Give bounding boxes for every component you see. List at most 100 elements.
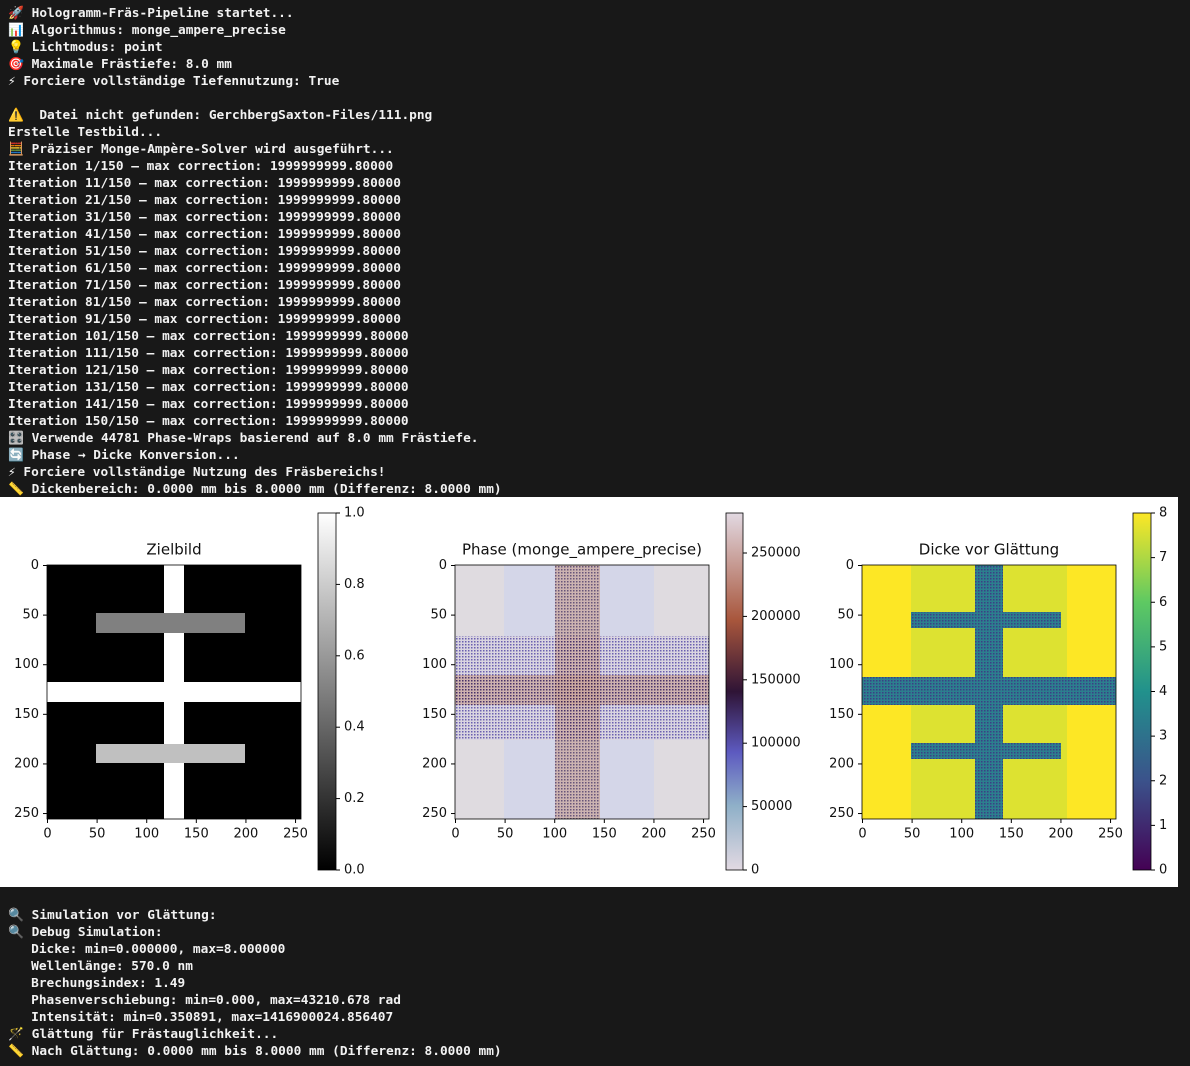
x-tick-label: 250 <box>1098 827 1123 842</box>
log-line: Iteration 131/150 – max correction: 1999… <box>8 380 409 395</box>
log-line: Iteration 101/150 – max correction: 1999… <box>8 329 409 344</box>
colorbar-tick-label: 200000 <box>751 609 801 624</box>
log-line: Iteration 150/150 – max correction: 1999… <box>8 414 409 429</box>
image-thickness <box>862 565 1116 819</box>
y-tick-label: 200 <box>829 756 854 771</box>
panel-title: Zielbild <box>146 541 201 559</box>
log-line: ⚠️ Datei nicht gefunden: GerchbergSaxton… <box>8 108 433 123</box>
y-tick-label: 100 <box>829 657 854 672</box>
log-line: Iteration 31/150 – max correction: 19999… <box>8 210 401 225</box>
colorbar-tick-label: 8 <box>1159 506 1167 521</box>
x-tick-label: 100 <box>542 827 567 842</box>
axes-frame <box>861 564 1117 820</box>
log-line: 🚀 Hologramm-Fräs-Pipeline startet... <box>8 6 294 21</box>
y-tick-label: 150 <box>14 707 39 722</box>
log-line: Iteration 61/150 – max correction: 19999… <box>8 261 401 276</box>
x-tick-label: 50 <box>89 827 106 842</box>
log-line: Iteration 1/150 – max correction: 199999… <box>8 159 394 174</box>
y-tick-label: 0 <box>31 558 39 573</box>
y-tick-label: 50 <box>837 608 854 623</box>
x-tick-label: 150 <box>184 827 209 842</box>
x-tick-label: 100 <box>949 827 974 842</box>
y-tick-label: 100 <box>14 657 39 672</box>
colorbar-tick-label: 2 <box>1159 773 1167 788</box>
log-line: 🧮 Präziser Monge-Ampère-Solver wird ausg… <box>8 142 394 157</box>
log-line: Iteration 81/150 – max correction: 19999… <box>8 295 401 310</box>
log-line: 🎛️ Verwende 44781 Phase-Wraps basierend … <box>8 431 479 446</box>
colorbar-tick-label: 0.4 <box>344 720 365 735</box>
x-tick-label: 150 <box>592 827 617 842</box>
colorbar-tick-label: 0 <box>1159 863 1167 878</box>
y-tick-label: 0 <box>846 558 854 573</box>
log-line: 🔍 Debug Simulation: <box>8 925 163 940</box>
x-tick-label: 200 <box>234 827 259 842</box>
x-tick-label: 0 <box>43 827 51 842</box>
log-line: 💡 Lichtmodus: point <box>8 40 163 55</box>
x-tick-label: 200 <box>642 827 667 842</box>
image-phase <box>455 565 709 819</box>
log-line: 📏 Dickenbereich: 0.0000 mm bis 8.0000 mm… <box>8 482 502 497</box>
x-tick-label: 100 <box>134 827 159 842</box>
log-line: 🔄 Phase → Dicke Konversion... <box>8 448 240 463</box>
y-tick-label: 250 <box>829 806 854 821</box>
x-tick-label: 200 <box>1049 827 1074 842</box>
log-line: Iteration 71/150 – max correction: 19999… <box>8 278 401 293</box>
log-line: Dicke: min=0.000000, max=8.000000 <box>8 942 286 957</box>
log-line: 📏 Nach Glättung: 0.0000 mm bis 8.0000 mm… <box>8 1044 502 1059</box>
y-tick-label: 200 <box>14 756 39 771</box>
log-line: Iteration 121/150 – max correction: 1999… <box>8 363 409 378</box>
y-tick-label: 100 <box>422 657 447 672</box>
x-tick-label: 50 <box>904 827 921 842</box>
colorbar-tick-label: 0.0 <box>344 863 365 878</box>
y-tick-label: 50 <box>430 608 447 623</box>
colorbar-tick-label: 3 <box>1159 729 1167 744</box>
log-line: Iteration 41/150 – max correction: 19999… <box>8 227 401 242</box>
log-line: Wellenlänge: 570.0 nm <box>8 959 193 974</box>
colorbar-tick-label: 100000 <box>751 736 801 751</box>
colorbar-tick-label: 250000 <box>751 546 801 561</box>
y-tick-label: 250 <box>422 806 447 821</box>
colorbar-tick-label: 0.2 <box>344 791 365 806</box>
colorbar-tick-label: 0.6 <box>344 648 365 663</box>
log-line: Iteration 111/150 – max correction: 1999… <box>8 346 409 361</box>
colorbar <box>317 512 337 871</box>
colorbar-tick-label: 50000 <box>751 799 792 814</box>
log-line: Phasenverschiebung: min=0.000, max=43210… <box>8 993 401 1008</box>
panel-title: Phase (monge_ampere_precise) <box>462 541 702 560</box>
x-tick-label: 150 <box>999 827 1024 842</box>
colorbar <box>1132 512 1152 871</box>
x-tick-label: 0 <box>451 827 459 842</box>
log-line: Iteration 21/150 – max correction: 19999… <box>8 193 401 208</box>
log-line: 🔍 Simulation vor Glättung: <box>8 908 217 923</box>
panel-title: Dicke vor Glättung <box>919 541 1059 559</box>
colorbar-tick-label: 1 <box>1159 818 1167 833</box>
axes-frame <box>454 564 710 820</box>
x-tick-label: 250 <box>691 827 716 842</box>
log-line: ⚡ Forciere vollständige Nutzung des Fräs… <box>8 465 386 480</box>
log-line: ⚡ Forciere vollständige Tiefennutzung: T… <box>8 74 340 89</box>
colorbar-tick-label: 6 <box>1159 595 1167 610</box>
colorbar-tick-label: 7 <box>1159 550 1167 565</box>
colorbar-tick-label: 0.8 <box>344 577 365 592</box>
colorbar <box>725 512 744 871</box>
colorbar-tick-label: 0 <box>751 863 759 878</box>
y-tick-label: 50 <box>22 608 39 623</box>
colorbar-tick-label: 1.0 <box>344 506 365 521</box>
x-tick-label: 50 <box>497 827 514 842</box>
log-line: Iteration 141/150 – max correction: 1999… <box>8 397 409 412</box>
log-line: 🎯 Maximale Frästiefe: 8.0 mm <box>8 57 232 72</box>
y-tick-label: 200 <box>422 756 447 771</box>
colorbar-tick-label: 4 <box>1159 684 1167 699</box>
log-line: Intensität: min=0.350891, max=1416900024… <box>8 1010 394 1025</box>
log-line: Iteration 91/150 – max correction: 19999… <box>8 312 401 327</box>
log-line: Brechungsindex: 1.49 <box>8 976 186 991</box>
log-line: 📊 Algorithmus: monge_ampere_precise <box>8 23 286 38</box>
log-line: Erstelle Testbild... <box>8 125 163 140</box>
image-target <box>47 565 301 819</box>
y-tick-label: 150 <box>422 707 447 722</box>
y-tick-label: 0 <box>439 558 447 573</box>
y-tick-label: 150 <box>829 707 854 722</box>
axes-frame <box>46 564 302 820</box>
